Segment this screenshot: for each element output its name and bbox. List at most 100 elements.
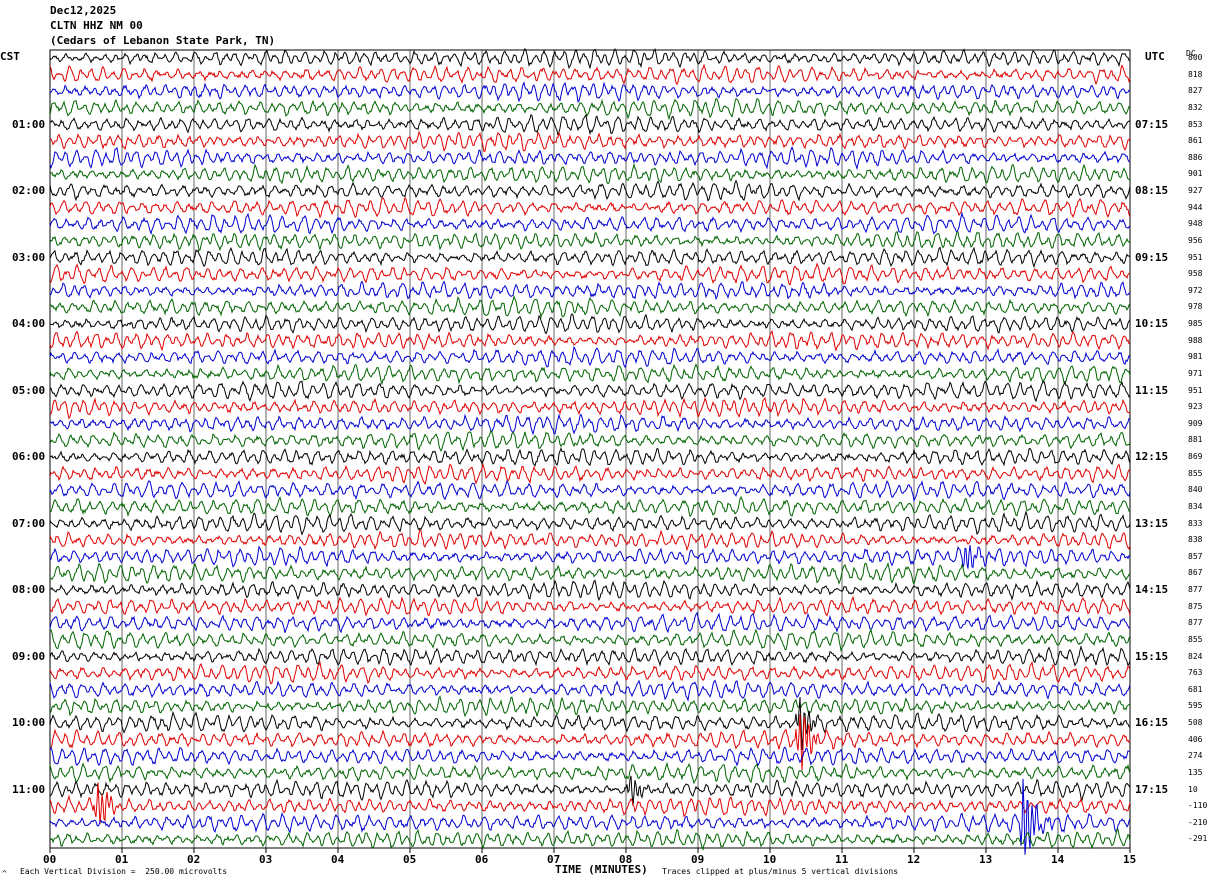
dc-offset-value: 824	[1188, 651, 1203, 661]
dc-offset-value: 857	[1188, 551, 1203, 561]
x-tick-label: 07	[547, 853, 561, 866]
dc-offset-value: 763	[1188, 668, 1203, 678]
dc-offset-value: 681	[1188, 684, 1203, 694]
x-tick-label: 03	[259, 853, 273, 866]
dc-offset-value: 406	[1188, 734, 1203, 744]
utc-hour-label: 16:15	[1135, 716, 1169, 729]
dc-offset-value: 923	[1188, 402, 1203, 412]
x-axis-title: TIME (MINUTES)	[555, 863, 648, 876]
dc-offset-value: 800	[1188, 53, 1203, 62]
seismic-trace-19	[49, 363, 1131, 386]
seismic-trace-17	[49, 329, 1131, 352]
left-timezone-label: CST	[0, 50, 20, 63]
seismic-trace-30	[49, 544, 1131, 569]
dc-offset-value: 595	[1188, 701, 1203, 711]
dc-offset-value: 948	[1188, 219, 1203, 229]
utc-hour-label: 17:15	[1135, 782, 1169, 796]
dc-offset-value: 838	[1188, 535, 1203, 545]
dc-offset-value: 853	[1188, 119, 1203, 129]
cst-hour-label: 01:00	[12, 117, 46, 131]
seismic-trace-20	[49, 380, 1131, 403]
dc-offset-value: -210	[1188, 817, 1208, 827]
dc-offset-value: 881	[1188, 435, 1203, 445]
dc-offset-value: 972	[1188, 285, 1203, 295]
seismic-trace-32	[49, 579, 1131, 602]
x-tick-label: 01	[115, 853, 129, 866]
seismic-trace-39	[49, 695, 1131, 718]
x-tick-label: 10	[763, 853, 777, 866]
seismic-trace-43	[49, 761, 1131, 785]
seismic-trace-27	[49, 495, 1131, 518]
dc-offset-value: 135	[1188, 767, 1203, 777]
utc-hour-label: 12:15	[1135, 450, 1169, 463]
utc-hour-label: 09:15	[1135, 250, 1169, 264]
seismic-trace-38	[49, 679, 1131, 702]
dc-offset-value: 827	[1188, 86, 1203, 96]
x-tick-label: 15	[1123, 853, 1137, 866]
dc-offset-value: 855	[1188, 468, 1203, 478]
x-tick-label: 00	[43, 853, 57, 866]
x-tick-label: 06	[475, 853, 489, 866]
cst-hour-label: 10:00	[12, 716, 46, 729]
x-tick-label: 13	[979, 853, 993, 866]
seismic-trace-10	[49, 211, 1131, 236]
seismic-trace-16	[50, 313, 1131, 335]
cst-hour-label: 05:00	[12, 383, 46, 397]
seismic-trace-35	[49, 628, 1131, 653]
cst-hour-label: 04:00	[12, 317, 46, 330]
dc-offset-value: 855	[1188, 634, 1203, 644]
dc-offset-value: 274	[1188, 751, 1203, 761]
cst-hour-label: 09:00	[12, 649, 46, 663]
dc-offset-value: 944	[1188, 202, 1203, 212]
dc-offset-value: 875	[1188, 601, 1203, 611]
x-tick-label: 08	[619, 853, 633, 866]
seismic-trace-37	[49, 660, 1131, 685]
dc-offset-value: 951	[1188, 385, 1203, 395]
seismic-trace-8	[49, 179, 1131, 202]
dc-offset-value: 951	[1188, 252, 1203, 262]
seismic-trace-14	[49, 280, 1131, 301]
seismic-trace-31	[49, 561, 1131, 586]
dc-offset-value: 832	[1188, 102, 1203, 112]
x-tick-label: 14	[1051, 853, 1065, 866]
cst-hour-label: 08:00	[12, 583, 46, 596]
station-location: (Cedars of Lebanon State Park, TN)	[50, 34, 276, 47]
dc-offset-value: 901	[1188, 169, 1203, 179]
x-tick-label: 09	[691, 853, 705, 866]
utc-hour-label: 07:15	[1135, 117, 1169, 131]
cst-hour-label: 07:00	[12, 516, 46, 530]
seismic-trace-42	[49, 746, 1130, 767]
seismic-trace-33	[49, 595, 1131, 617]
dc-offset-value: 978	[1188, 302, 1203, 312]
footer-mark: ^	[2, 869, 7, 878]
dc-offset-value: 10	[1188, 784, 1198, 794]
dc-offset-value: 909	[1188, 418, 1203, 428]
seismic-trace-45	[49, 782, 1131, 825]
seismic-trace-24	[49, 447, 1131, 467]
seismic-trace-12	[49, 246, 1131, 269]
dc-offset-value: 818	[1188, 69, 1203, 79]
cst-hour-label: 06:00	[12, 450, 46, 463]
dc-offset-value: 869	[1188, 452, 1203, 461]
vertical-scale-note: Each Vertical Division = 250.00 microvol…	[20, 867, 228, 876]
cst-hour-label: 02:00	[12, 184, 46, 197]
seismic-trace-9	[49, 196, 1131, 219]
dc-offset-header: DC	[1186, 49, 1196, 58]
seismic-trace-23	[49, 429, 1131, 453]
seismic-trace-29	[49, 529, 1131, 552]
dc-offset-value: -110	[1188, 801, 1208, 811]
cst-hour-label: 11:00	[12, 782, 46, 796]
seismic-trace-21	[49, 396, 1131, 420]
dc-offset-value: 861	[1188, 136, 1203, 146]
utc-hour-label: 08:15	[1135, 184, 1169, 197]
cst-hour-label: 03:00	[12, 250, 46, 264]
seismic-trace-11	[49, 230, 1131, 252]
seismic-trace-4	[49, 113, 1131, 136]
seismic-trace-7	[49, 162, 1131, 185]
dc-offset-value: 886	[1188, 152, 1203, 162]
dc-offset-value: 840	[1188, 485, 1203, 495]
dc-offset-value: 867	[1188, 568, 1203, 578]
dc-offset-value: 508	[1188, 718, 1203, 727]
seismic-trace-0	[49, 47, 1131, 70]
